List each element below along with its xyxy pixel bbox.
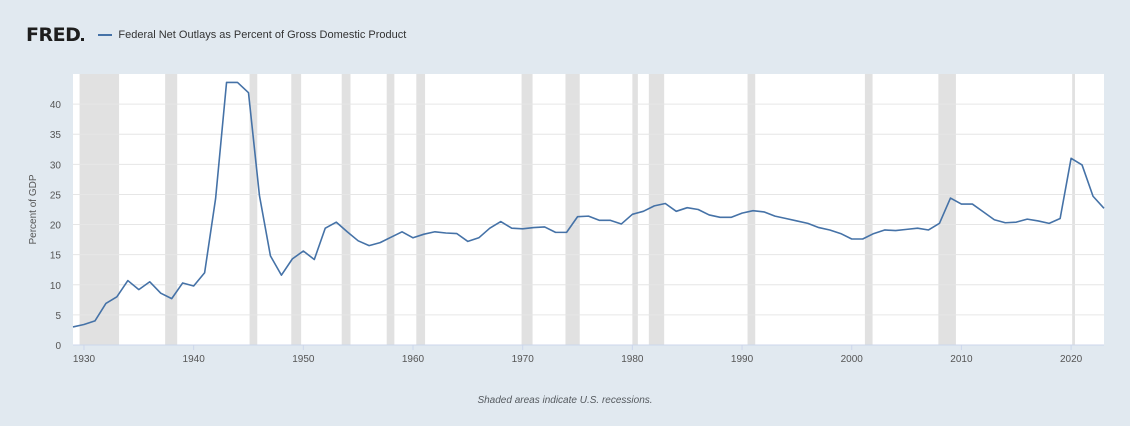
recession-footnote: Shaded areas indicate U.S. recessions. (477, 395, 653, 406)
fred-logo[interactable]: FRED (26, 24, 85, 46)
plot-background (73, 74, 1104, 345)
logo-dot (81, 38, 85, 41)
chart-header: FRED Federal Net Outlays as Percent of G… (26, 22, 406, 48)
y-tick-label: 15 (50, 251, 62, 262)
y-tick-label: 20 (50, 221, 62, 232)
y-tick-label: 25 (50, 190, 62, 201)
x-tick-label: 1960 (402, 354, 425, 362)
x-tick-label: 1970 (512, 354, 535, 362)
recession-band (1072, 74, 1075, 345)
recession-band (565, 74, 580, 345)
y-tick-label: 10 (50, 281, 62, 292)
x-tick-label: 2020 (1060, 354, 1083, 362)
y-tick-label: 40 (50, 100, 62, 111)
recession-band (386, 74, 395, 345)
x-tick-label: 1980 (621, 354, 644, 362)
x-tick-label: 2000 (841, 354, 864, 362)
series-line (72, 81, 1105, 328)
y-tick-label: 30 (50, 160, 62, 171)
legend-series-label: Federal Net Outlays as Percent of Gross … (118, 29, 407, 41)
y-tick-label: 5 (55, 311, 61, 322)
y-axis-label: Percent of GDP (28, 174, 39, 244)
recession-band (747, 74, 756, 345)
recession-band (165, 74, 178, 345)
x-tick-label: 1940 (183, 354, 206, 362)
line-chart[interactable]: 0 5 10 15 20 25 30 35 40 1930 1940 1950 1960 1970 1980… (0, 62, 1130, 365)
recession-band (341, 74, 351, 345)
x-tick-label: 1930 (73, 354, 96, 362)
legend: Federal Net Outlays as Percent of Gross … (98, 29, 406, 41)
chart-area: 0 5 10 15 20 25 30 35 40 1930 1940 1950 1960 1970 1980… (0, 62, 1130, 365)
x-tick-label: 1990 (731, 354, 754, 362)
recession-band (521, 74, 533, 345)
recession-band (79, 74, 120, 345)
recession-band (291, 74, 302, 345)
y-tick-label: 35 (50, 130, 62, 141)
legend-line-swatch (98, 34, 113, 36)
recession-band (632, 74, 638, 345)
x-tick-label: 2010 (950, 354, 973, 362)
recession-band (249, 74, 258, 345)
recession-band (648, 74, 665, 345)
y-tick-label: 0 (55, 341, 61, 352)
recession-band (416, 74, 426, 345)
recession-band (938, 74, 956, 345)
recession-band (864, 74, 873, 345)
x-tick-label: 1950 (292, 354, 315, 362)
